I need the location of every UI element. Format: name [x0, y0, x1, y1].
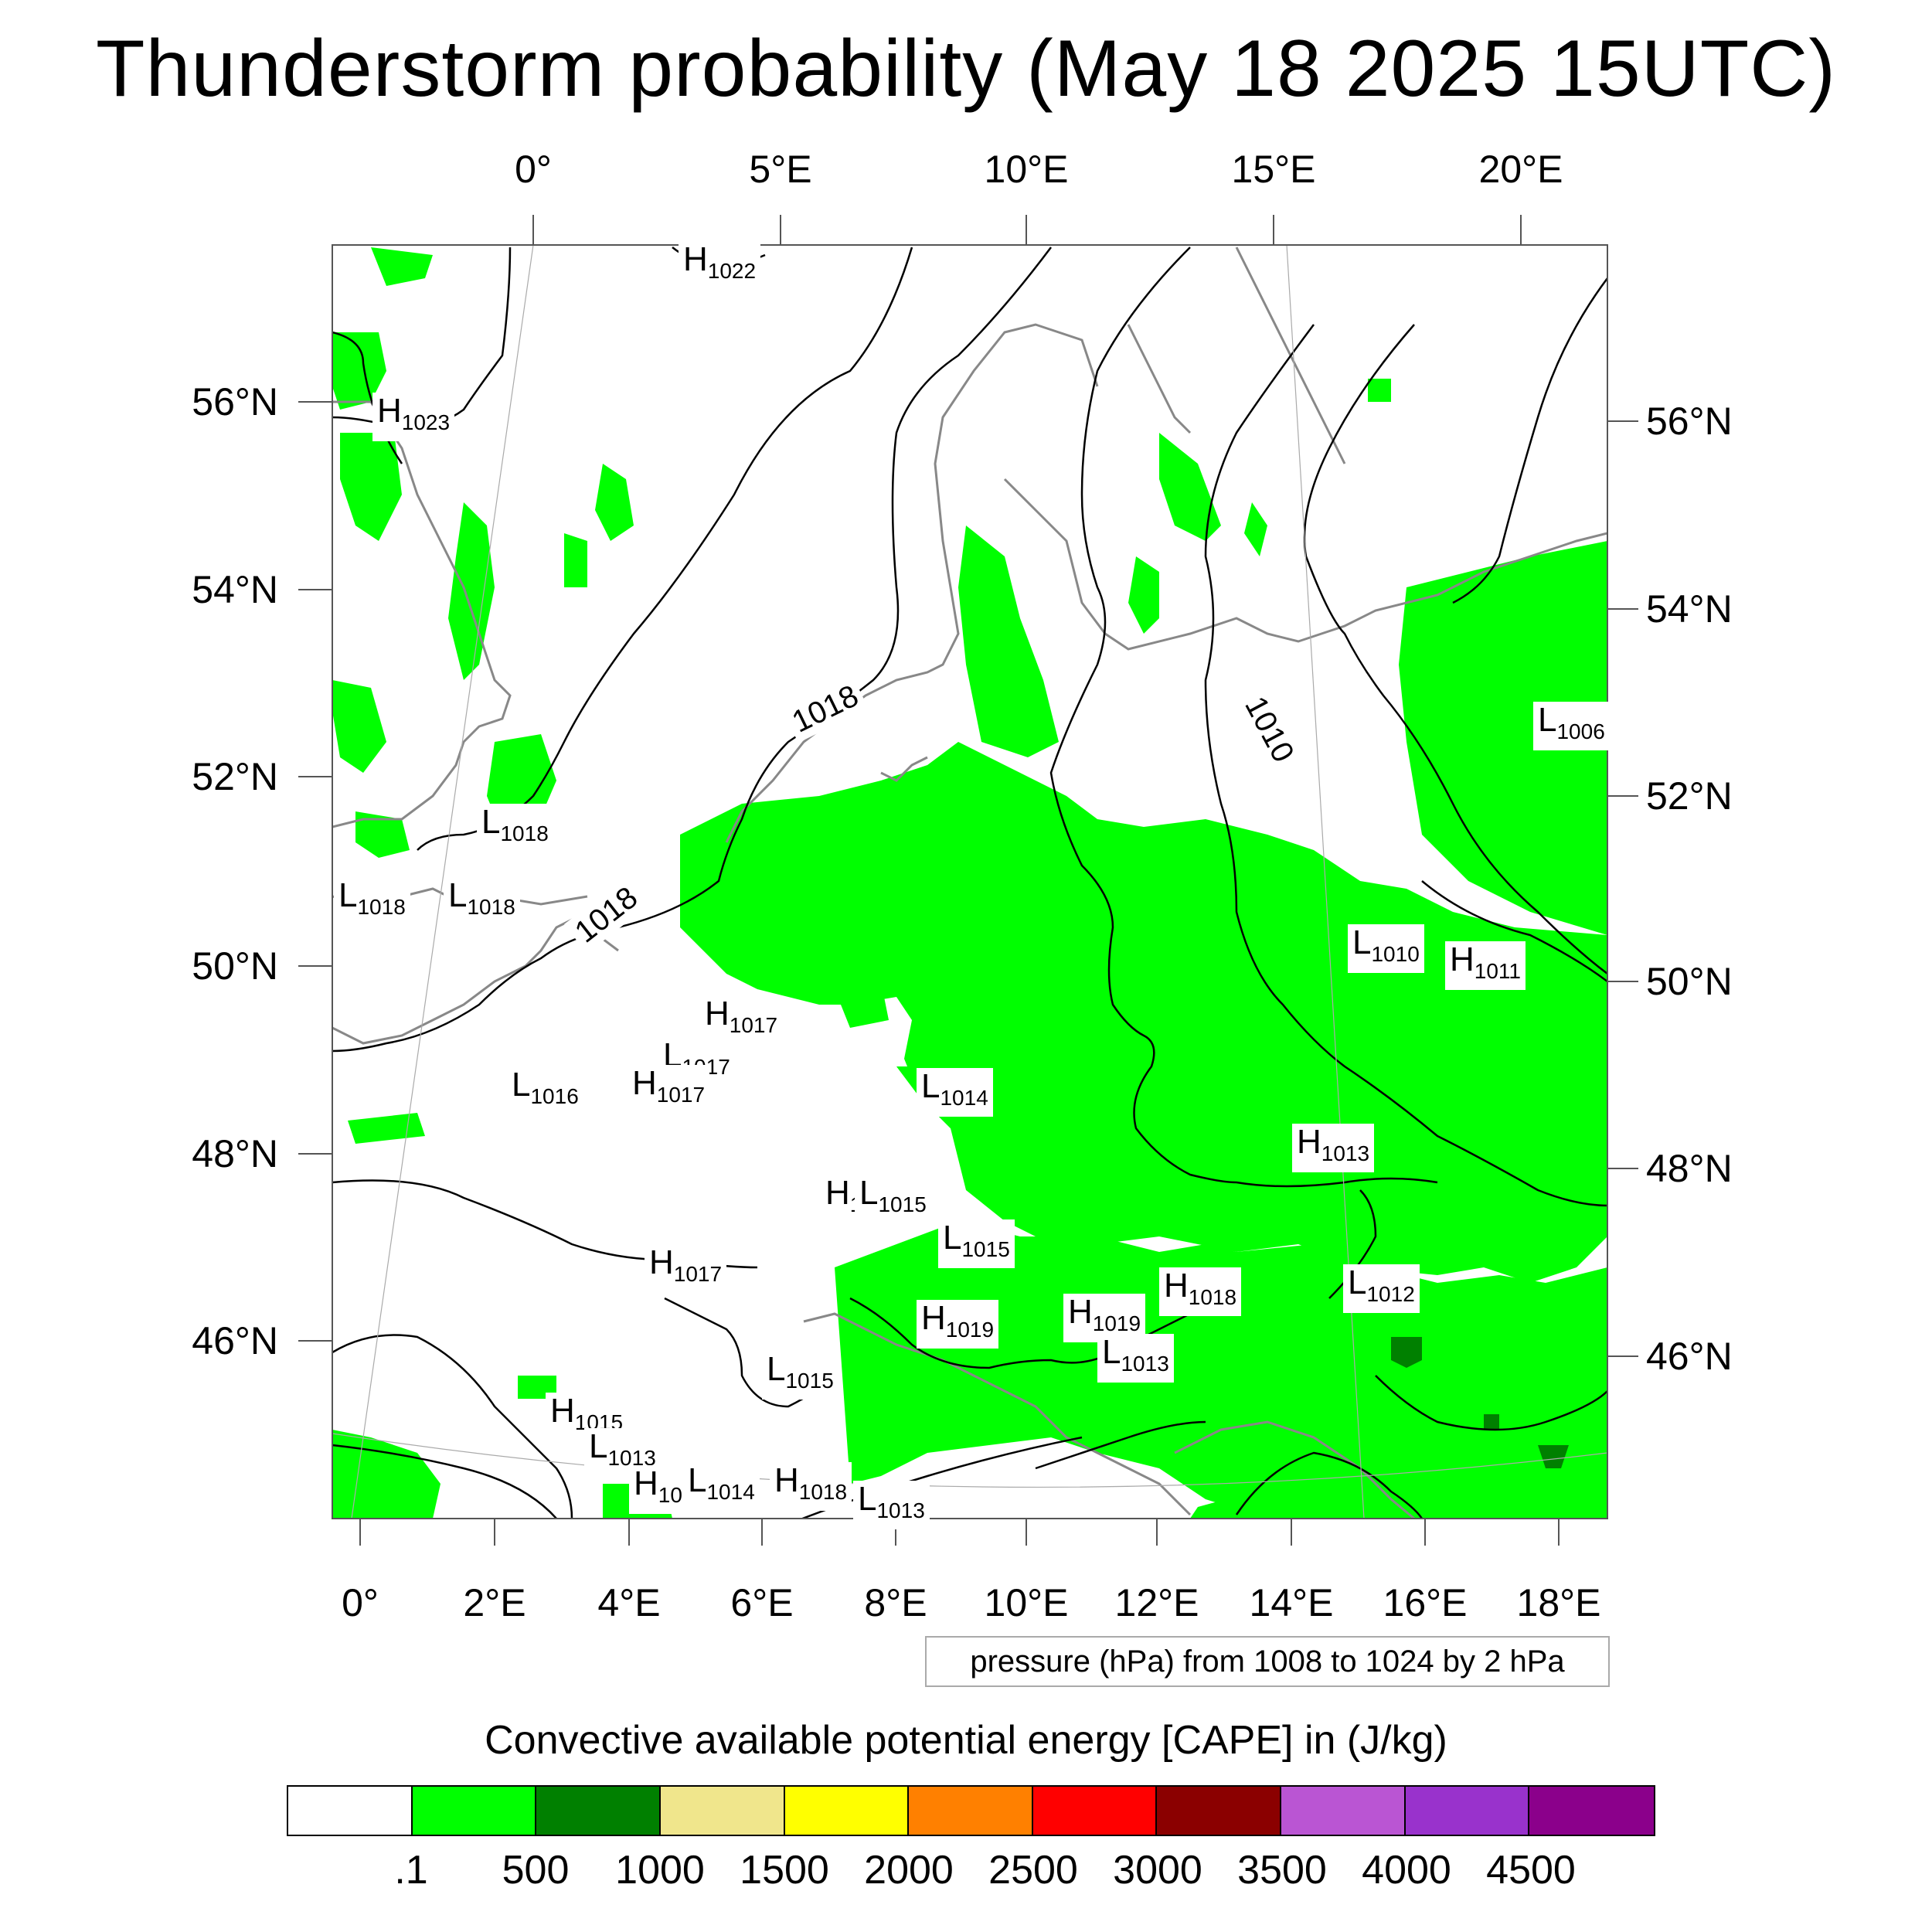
colorbar-swatch: [1157, 1787, 1282, 1835]
colorbar-label: 1000: [615, 1848, 705, 1893]
bottom-lon-label: 8°E: [864, 1581, 927, 1624]
right-lat-label: 56°N: [1646, 400, 1733, 443]
left-lat-label: 48°N: [192, 1132, 278, 1175]
bottom-lon-label: 18°E: [1516, 1581, 1601, 1624]
colorbar-swatch: [1281, 1787, 1406, 1835]
bottom-lon-label: 14°E: [1249, 1581, 1334, 1624]
bottom-ticks: [359, 1519, 1560, 1546]
bottom-lon-label: 16°E: [1383, 1581, 1468, 1624]
pressure-label: H1022: [679, 241, 761, 290]
left-ticks: [298, 401, 332, 1342]
bottom-lon-label: 10°E: [984, 1581, 1069, 1624]
pressure-label: L1015: [762, 1351, 838, 1400]
left-lat-label: 56°N: [192, 380, 278, 423]
left-lat-label: 46°N: [192, 1319, 278, 1362]
colorbar-label: 4000: [1362, 1848, 1451, 1893]
colorbar-label: 2500: [988, 1848, 1078, 1893]
pressure-label: H1018: [770, 1462, 852, 1511]
top-lon-label: 10°E: [984, 148, 1069, 191]
pressure-label: H1017: [700, 995, 783, 1044]
pressure-label: H1019: [917, 1300, 999, 1349]
colorbar-swatch: [660, 1787, 785, 1835]
colorbar-label: 2000: [864, 1848, 954, 1893]
pressure-label: H1011: [1445, 941, 1526, 990]
colorbar-swatch: [1405, 1787, 1530, 1835]
left-lat-label: 52°N: [192, 755, 278, 798]
left-lat-label: 50°N: [192, 944, 278, 988]
pressure-label: L1018: [477, 804, 553, 852]
pressure-label: L1006: [1533, 702, 1610, 750]
bottom-lon-label: 2°E: [463, 1581, 526, 1624]
pressure-label: L1015: [855, 1175, 931, 1223]
pressure-label: H1018: [1159, 1267, 1242, 1316]
chart-title: Thunderstorm probability (May 18 2025 15…: [95, 24, 1837, 114]
bottom-lon-label: 4°E: [597, 1581, 661, 1624]
bottom-lon-label: 12°E: [1114, 1581, 1199, 1624]
colorbar-label: 3000: [1113, 1848, 1202, 1893]
right-lat-label: 52°N: [1646, 774, 1733, 818]
bottom-lon-label: 0°: [342, 1581, 379, 1624]
pressure-label: H1013: [1292, 1124, 1375, 1172]
pressure-label: L1014: [917, 1068, 993, 1117]
pressure-label: L1015: [938, 1219, 1015, 1268]
pressure-label: L1012: [1343, 1264, 1420, 1313]
pressure-label: H10: [629, 1465, 687, 1514]
colorbar-label: 500: [502, 1848, 570, 1893]
pressure-label: H1017: [645, 1244, 727, 1293]
top-lon-label: 20°E: [1478, 148, 1563, 191]
colorbar-label: .1: [394, 1848, 428, 1893]
colorbar-swatch: [288, 1787, 413, 1835]
colorbar-swatch: [1529, 1787, 1655, 1835]
right-ticks: [1607, 420, 1638, 1357]
pressure-label: L1013: [853, 1481, 930, 1529]
colorbar: [287, 1785, 1655, 1836]
right-lat-label: 54°N: [1646, 587, 1733, 631]
contour-info: pressure (hPa) from 1008 to 1024 by 2 hP…: [925, 1636, 1610, 1687]
right-lat-label: 50°N: [1646, 960, 1733, 1003]
right-lat-label: 48°N: [1646, 1147, 1733, 1190]
legend-title: Convective available potential energy [C…: [485, 1718, 1447, 1763]
pressure-label: L1018: [334, 877, 410, 926]
left-lat-label: 54°N: [192, 568, 278, 611]
colorbar-swatch: [909, 1787, 1033, 1835]
pressure-label: H1017: [628, 1065, 710, 1114]
pressure-label: H1023: [372, 393, 455, 441]
colorbar-label: 1500: [740, 1848, 829, 1893]
bottom-lon-label: 6°E: [730, 1581, 794, 1624]
pressure-label: L1018: [444, 877, 520, 926]
top-lon-label: 5°E: [749, 148, 812, 191]
colorbar-label: 4500: [1486, 1848, 1576, 1893]
colorbar-swatch: [1032, 1787, 1158, 1835]
colorbar-label: 3500: [1237, 1848, 1327, 1893]
top-lon-label: 0°: [515, 148, 552, 191]
colorbar-swatch: [784, 1787, 910, 1835]
pressure-label: L1013: [1097, 1334, 1174, 1383]
map-frame: [332, 244, 1608, 1519]
colorbar-swatch: [412, 1787, 537, 1835]
top-ticks: [532, 215, 1522, 245]
cape-fill: [332, 247, 1607, 1519]
pressure-label: L1014: [683, 1462, 760, 1511]
right-lat-label: 46°N: [1646, 1335, 1733, 1378]
pressure-label: L1016: [507, 1066, 583, 1115]
pressure-label: L1010: [1348, 924, 1424, 973]
top-lon-label: 15°E: [1231, 148, 1316, 191]
colorbar-swatch: [536, 1787, 661, 1835]
cape-fill-high: [1391, 1337, 1569, 1468]
